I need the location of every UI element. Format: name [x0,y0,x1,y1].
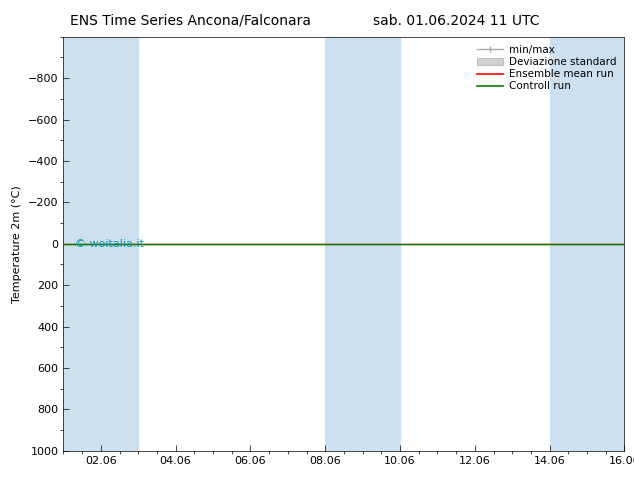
Bar [550,37,624,451]
Bar [63,37,138,451]
Y-axis label: Temperature 2m (°C): Temperature 2m (°C) [13,185,22,303]
Text: sab. 01.06.2024 11 UTC: sab. 01.06.2024 11 UTC [373,14,540,28]
Text: ENS Time Series Ancona/Falconara: ENS Time Series Ancona/Falconara [70,14,311,28]
Text: © woitalia.it: © woitalia.it [75,239,144,249]
Bar [325,37,400,451]
Legend: min/max, Deviazione standard, Ensemble mean run, Controll run: min/max, Deviazione standard, Ensemble m… [474,42,619,95]
